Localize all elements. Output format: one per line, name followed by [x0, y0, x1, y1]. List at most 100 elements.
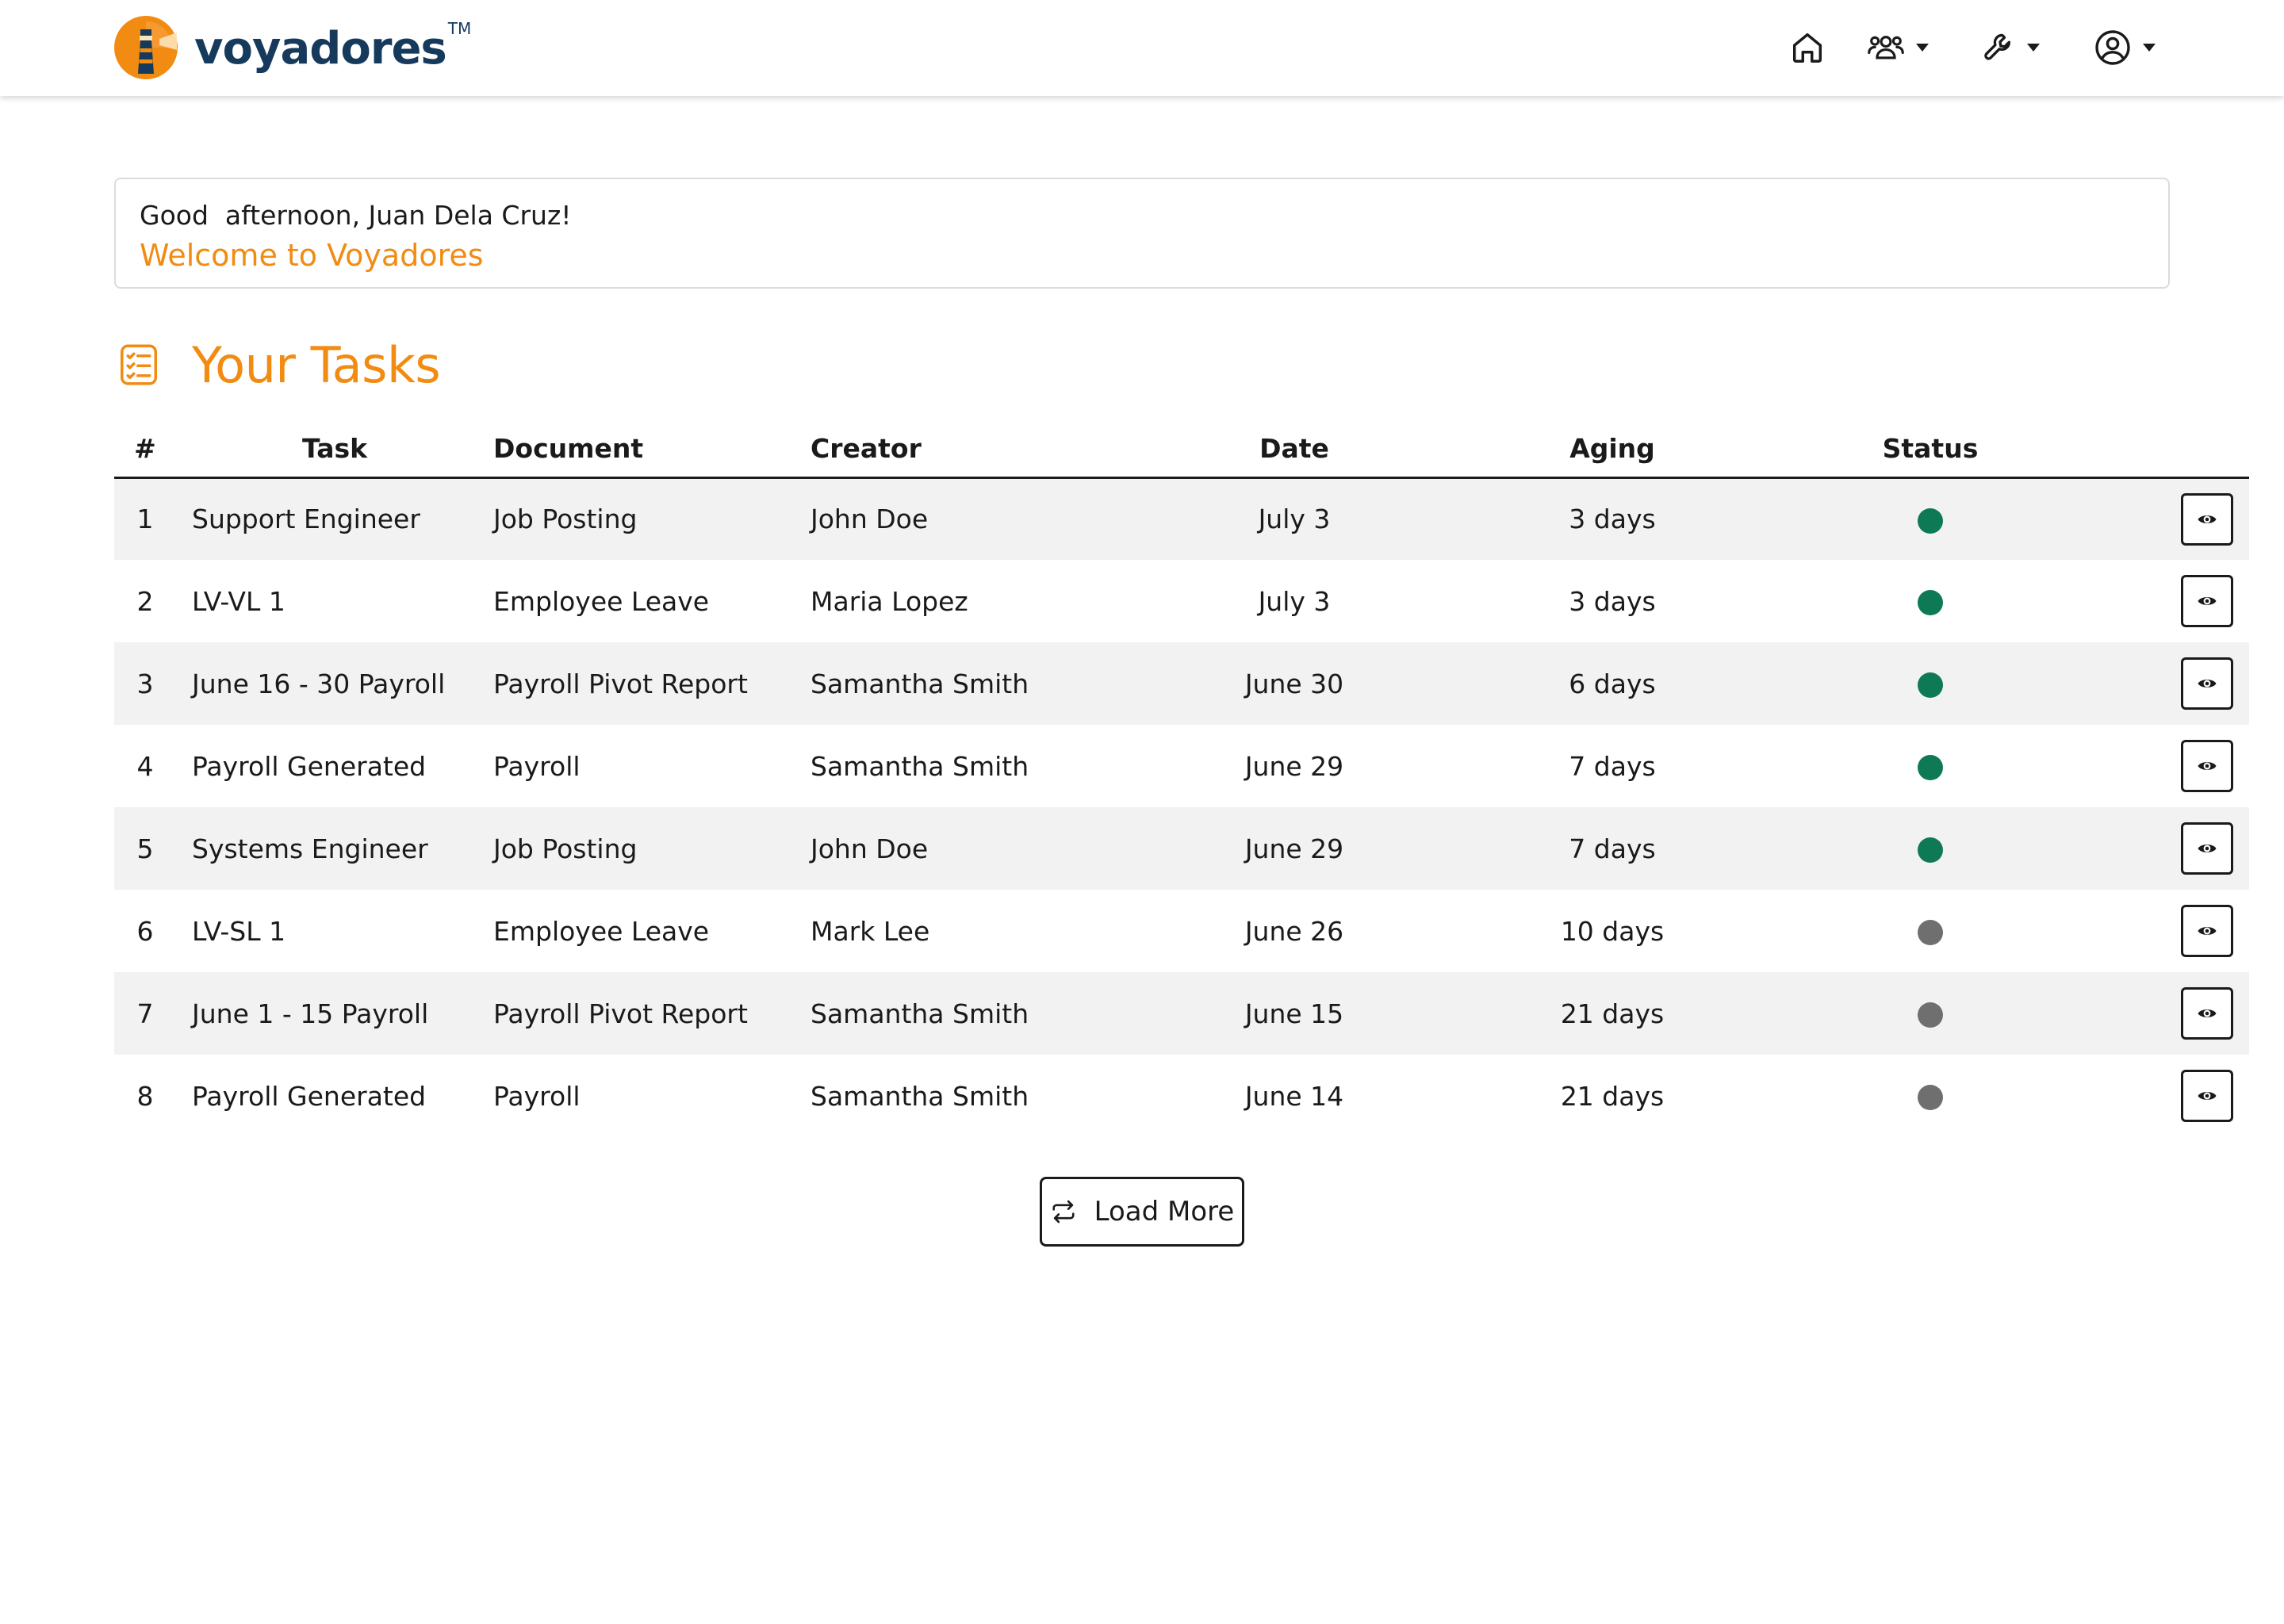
table-row: 5 Systems Engineer Job Posting John Doe June…	[114, 807, 2249, 890]
table-row: 3 June 16 - 30 Payroll Payroll Pivot Repor…	[114, 642, 2249, 725]
status-dot	[1918, 672, 1943, 698]
task-document: Job Posting	[493, 807, 811, 890]
task-date: June 15	[1136, 972, 1453, 1055]
section-title: Your Tasks	[192, 335, 441, 394]
task-aging: 21 days	[1560, 1080, 1665, 1112]
task-list-icon	[121, 344, 157, 385]
task-name: June 1 - 15 Payroll	[176, 972, 493, 1055]
load-more-label: Load More	[1094, 1196, 1235, 1228]
column-header-status: Status	[1772, 420, 2089, 479]
load-more-button[interactable]: Load More	[1040, 1177, 1244, 1247]
trademark-symbol: TM	[447, 19, 472, 38]
task-name: Systems Engineer	[176, 807, 493, 890]
users-icon	[1868, 36, 1904, 59]
task-status	[1772, 1055, 2089, 1137]
people-menu-button[interactable]	[1867, 24, 1929, 71]
status-dot	[1918, 920, 1943, 945]
column-header-aging: Aging	[1453, 420, 1772, 479]
task-aging: 3 days	[1453, 477, 1772, 560]
welcome-text: Welcome to Voyadores	[140, 238, 484, 273]
eye-icon	[2198, 680, 2217, 688]
task-status	[1772, 560, 2089, 642]
task-document: Job Posting	[493, 477, 811, 560]
status-dot	[1918, 508, 1943, 534]
home-button[interactable]	[1789, 24, 1826, 71]
lighthouse-logo-icon	[114, 16, 178, 79]
view-task-button[interactable]	[2181, 492, 2233, 546]
table-row: 6 LV-SL 1 Employee Leave Mark Lee June 26 10 …	[114, 890, 2249, 972]
view-task-button[interactable]	[2181, 1070, 2233, 1122]
task-actions	[2089, 1055, 2249, 1137]
task-aging: 6 days	[1453, 642, 1772, 725]
user-circle-icon	[2095, 30, 2130, 65]
view-task-button[interactable]	[2181, 740, 2233, 792]
table-header-row: # Task Document Creator Date Aging Statu…	[114, 420, 2249, 479]
table-body: 1 Support Engineer Job Posting John Doe July…	[114, 477, 2249, 1137]
task-creator: Mark Lee	[811, 915, 930, 947]
chevron-down-icon	[1916, 44, 1929, 52]
brand-logo[interactable]: voyadores TM	[113, 14, 471, 81]
task-document: Employee Leave	[493, 585, 710, 617]
task-number: 3	[114, 642, 176, 725]
task-status	[1772, 642, 2089, 725]
task-creator: John Doe	[811, 477, 1136, 560]
task-document: Payroll Pivot Report	[493, 972, 811, 1055]
task-number: 7	[114, 972, 176, 1055]
task-name: Payroll Generated	[192, 1080, 427, 1112]
view-task-button[interactable]	[2181, 657, 2233, 710]
task-aging: 10 days	[1560, 915, 1665, 947]
nav-actions	[0, 24, 2284, 71]
view-task-button[interactable]	[2181, 987, 2233, 1040]
eye-icon	[2198, 515, 2217, 523]
status-dot	[1918, 1085, 1943, 1110]
table-row: 4 Payroll Generated Payroll Samantha Smith J…	[114, 725, 2249, 807]
task-status	[1772, 890, 2089, 972]
task-number: 8	[136, 1080, 154, 1112]
task-document: Payroll Pivot Report	[493, 642, 811, 725]
task-creator: Samantha Smith	[811, 972, 1136, 1055]
eye-icon	[2198, 1009, 2217, 1017]
task-name: LV-VL 1	[192, 585, 286, 617]
task-number: 1	[114, 477, 176, 560]
task-creator: Maria Lopez	[811, 585, 968, 617]
task-actions	[2089, 890, 2249, 972]
tasks-section-header: Your Tasks	[119, 333, 441, 396]
task-aging: 7 days	[1569, 750, 1656, 782]
column-header-creator: Creator	[811, 420, 1136, 479]
task-date: June 29	[1136, 807, 1453, 890]
view-task-button[interactable]	[2181, 822, 2233, 875]
column-header-actions	[2089, 420, 2249, 479]
column-header-date: Date	[1136, 420, 1453, 479]
task-name: Support Engineer	[176, 477, 493, 560]
task-creator: Samantha Smith	[811, 642, 1136, 725]
wrench-icon	[1984, 33, 2011, 60]
task-status	[1772, 725, 2089, 807]
eye-icon	[2198, 1092, 2217, 1100]
task-date: June 14	[1244, 1080, 1344, 1112]
task-actions	[2089, 477, 2249, 560]
column-header-number: #	[114, 420, 176, 479]
task-document: Payroll	[493, 750, 581, 782]
task-status	[1772, 972, 2089, 1055]
task-name: June 16 - 30 Payroll	[176, 642, 493, 725]
greeting-text: Good afternoon, Juan Dela Cruz!	[140, 200, 572, 231]
task-actions	[2089, 560, 2249, 642]
brand-name: voyadores	[194, 23, 447, 75]
view-task-button[interactable]	[2181, 905, 2233, 957]
status-dot	[1918, 1002, 1943, 1028]
tools-menu-button[interactable]	[1981, 24, 2040, 71]
eye-icon	[2198, 927, 2217, 935]
task-document: Payroll	[493, 1080, 581, 1112]
table-row: 1 Support Engineer Job Posting John Doe July…	[114, 477, 2249, 560]
repeat-icon	[1052, 1200, 1075, 1224]
account-menu-button[interactable]	[2094, 24, 2156, 71]
task-status	[1772, 807, 2089, 890]
top-navbar: voyadores TM	[0, 0, 2284, 96]
eye-icon	[2198, 845, 2217, 852]
table-row: 8 Payroll Generated Payroll Samantha Smith J…	[114, 1055, 2249, 1137]
home-icon	[1792, 33, 1822, 63]
table-row: 2 LV-VL 1 Employee Leave Maria Lopez July 3 3…	[114, 560, 2249, 642]
view-task-button[interactable]	[2181, 575, 2233, 627]
task-date: July 3	[1136, 477, 1453, 560]
task-actions	[2089, 972, 2249, 1055]
